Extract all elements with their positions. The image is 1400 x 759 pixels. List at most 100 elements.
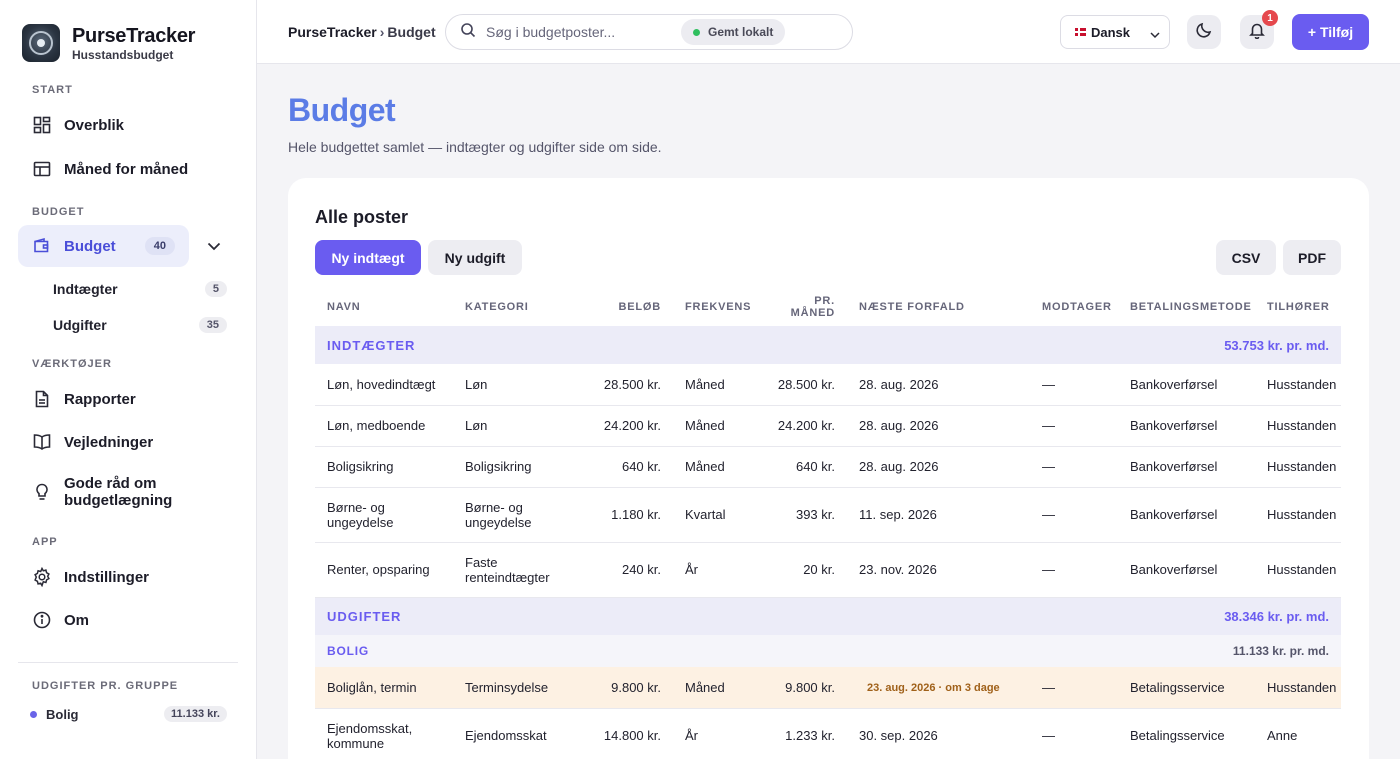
breadcrumb-current: Budget <box>387 24 436 40</box>
group-header-row[interactable]: BOLIG 11.133 kr. pr. md. <box>315 635 1341 667</box>
table-row[interactable]: Ejendomsskat, kommune Ejendomsskat 14.80… <box>315 708 1341 759</box>
cell-owner: Husstanden <box>1255 364 1341 406</box>
cell-name: Ejendomsskat, kommune <box>315 708 453 759</box>
sidebar-item-reports[interactable]: Rapporter <box>18 378 189 420</box>
table-row[interactable]: Boliglån, termin Terminsydelse 9.800 kr.… <box>315 667 1341 709</box>
cell-frequency: Måned <box>673 364 758 406</box>
new-income-button[interactable]: Ny indtægt <box>315 240 421 275</box>
budget-table-container[interactable]: NAVN KATEGORI BELØB FREKVENS PR. MÅNED N… <box>315 288 1341 759</box>
budget-card: Alle poster Ny indtægt Ny udgift CSV PDF… <box>288 178 1369 759</box>
sidebar-item-guides[interactable]: Vejledninger <box>18 421 189 463</box>
cell-method: Bankoverførsel <box>1118 405 1255 447</box>
table-header-row: NAVN KATEGORI BELØB FREKVENS PR. MÅNED N… <box>315 288 1341 326</box>
app-logo <box>22 24 60 62</box>
sidebar-item-label: Overblik <box>64 116 125 134</box>
column-header[interactable]: BELØB <box>618 301 661 313</box>
new-expense-button[interactable]: Ny udgift <box>428 240 522 275</box>
cell-due: 11. sep. 2026 <box>847 487 1030 543</box>
column-header[interactable]: PR. MÅNED <box>790 295 835 319</box>
sidebar-item-tips[interactable]: Gode råd om budgetlægning <box>18 470 189 514</box>
section-label-app: APP <box>32 536 58 548</box>
table-row[interactable]: Løn, hovedindtægt Løn 28.500 kr. Måned 2… <box>315 364 1341 406</box>
group-amount: 11.133 kr. <box>164 706 227 722</box>
sidebar-item-monthly[interactable]: Måned for måned <box>18 148 189 190</box>
sidebar-item-label: Om <box>64 611 90 629</box>
table-row[interactable]: Løn, medboende Løn 24.200 kr. Måned 24.2… <box>315 405 1341 447</box>
wallet-icon <box>32 236 52 256</box>
sidebar-item-about[interactable]: Om <box>18 599 189 641</box>
sidebar-subitem-expenses[interactable]: Udgifter 35 <box>53 314 227 336</box>
sidebar-item-settings[interactable]: Indstillinger <box>18 556 189 598</box>
expenses-count-badge: 35 <box>198 317 227 333</box>
sidebar-item-overview[interactable]: Overblik <box>18 104 189 146</box>
page-title: Budget <box>288 92 396 128</box>
cell-monthly: 1.233 kr. <box>758 708 847 759</box>
column-header[interactable]: TILHØRER <box>1267 301 1330 313</box>
column-header[interactable]: KATEGORI <box>465 301 529 313</box>
section-label: INDTÆGTER <box>315 326 1030 364</box>
language-select[interactable]: Dansk <box>1060 15 1170 49</box>
breadcrumb: PurseTracker › Budget <box>288 24 436 40</box>
sidebar-item-budget[interactable]: Budget 40 <box>18 225 189 267</box>
sidebar-subitem-income[interactable]: Indtægter 5 <box>53 278 227 300</box>
language-label: Dansk <box>1091 24 1131 40</box>
sidebar: PurseTracker Husstandsbudget START Overb… <box>0 0 257 759</box>
cell-amount: 24.200 kr. <box>578 405 673 447</box>
card-title: Alle poster <box>315 207 409 227</box>
cell-payee: — <box>1030 667 1118 709</box>
cell-category: Boligsikring <box>453 446 578 488</box>
cell-method: Bankoverførsel <box>1118 542 1255 598</box>
chevron-down-icon[interactable] <box>202 236 226 256</box>
column-header[interactable]: NÆSTE FORFALD <box>859 301 965 313</box>
cell-payee: — <box>1030 405 1118 447</box>
export-pdf-button[interactable]: PDF <box>1283 240 1341 275</box>
cell-owner: Husstanden <box>1255 542 1341 598</box>
column-header[interactable]: MODTAGER <box>1042 301 1112 313</box>
sidebar-item-label: Måned for måned <box>64 160 189 178</box>
table-row[interactable]: Boligsikring Boligsikring 640 kr. Måned … <box>315 446 1341 488</box>
sidebar-item-label: Vejledninger <box>64 433 154 451</box>
moon-icon <box>1195 21 1213 44</box>
column-header[interactable]: FREKVENS <box>685 301 752 313</box>
topbar: PurseTracker › Budget <box>257 0 1400 64</box>
column-header[interactable]: NAVN <box>327 301 361 313</box>
search-box[interactable] <box>445 14 853 50</box>
notification-count-badge: 1 <box>1262 10 1278 26</box>
table-row[interactable]: Renter, opsparing Faste renteindtægter 2… <box>315 542 1341 598</box>
gear-icon <box>32 567 52 587</box>
add-button[interactable]: + Tilføj <box>1292 14 1369 50</box>
table-row[interactable]: Børne- og ungeydelse Børne- og ungeydels… <box>315 487 1341 543</box>
expense-group-row[interactable]: Bolig 11.133 kr. <box>30 706 227 722</box>
cell-frequency: År <box>673 542 758 598</box>
document-icon <box>32 389 52 409</box>
cell-name: Renter, opsparing <box>315 542 453 598</box>
section-label-start: START <box>32 84 73 96</box>
cell-frequency: År <box>673 708 758 759</box>
brand[interactable]: PurseTracker Husstandsbudget <box>22 24 195 62</box>
breadcrumb-separator: › <box>379 24 385 40</box>
column-header[interactable]: BETALINGSMETODE <box>1130 301 1252 313</box>
expense-section-row[interactable]: UDGIFTER 38.346 kr. pr. md. <box>315 597 1341 635</box>
cell-method: Betalingsservice <box>1118 708 1255 759</box>
group-name: Bolig <box>46 706 79 722</box>
cell-category: Løn <box>453 405 578 447</box>
sidebar-item-label: Indstillinger <box>64 568 150 586</box>
export-csv-button[interactable]: CSV <box>1216 240 1276 275</box>
theme-toggle-button[interactable] <box>1187 15 1221 49</box>
saved-status-label: Gemt lokalt <box>708 25 774 39</box>
cell-amount: 14.800 kr. <box>578 708 673 759</box>
group-label: BOLIG <box>315 635 1030 667</box>
income-section-row[interactable]: INDTÆGTER 53.753 kr. pr. md. <box>315 326 1341 364</box>
section-total: 53.753 kr. pr. md. <box>1030 326 1341 364</box>
cell-amount: 640 kr. <box>578 446 673 488</box>
bell-icon <box>1248 21 1266 44</box>
cell-payee: — <box>1030 446 1118 488</box>
search-icon <box>460 22 476 43</box>
cell-monthly: 28.500 kr. <box>758 364 847 406</box>
breadcrumb-root[interactable]: PurseTracker <box>288 24 377 40</box>
info-icon <box>32 610 52 630</box>
section-label-groups: UDGIFTER PR. GRUPPE <box>32 680 179 692</box>
section-label-tools: VÆRKTØJER <box>32 358 112 370</box>
sidebar-subitem-label: Indtægter <box>53 281 118 297</box>
cell-due: 23. nov. 2026 <box>847 542 1030 598</box>
